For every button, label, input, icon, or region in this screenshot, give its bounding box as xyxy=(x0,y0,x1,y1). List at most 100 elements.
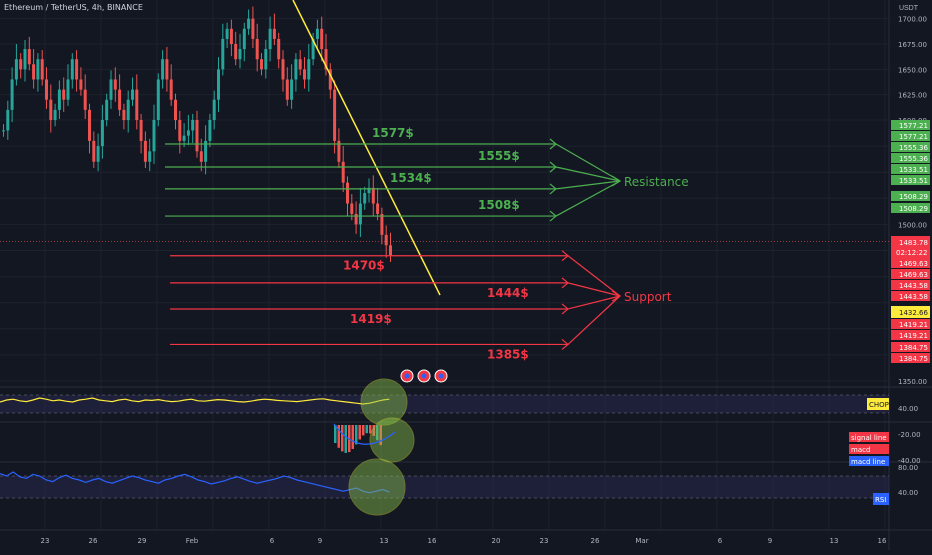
resistance-price-tag xyxy=(891,120,930,130)
support-price-tag xyxy=(891,258,930,268)
rsi-axis-tick: 80.00 xyxy=(898,464,918,472)
candle-body xyxy=(53,109,57,120)
candle-body xyxy=(225,28,229,39)
candle-body xyxy=(40,59,44,80)
candle-body xyxy=(324,49,328,70)
candle-body xyxy=(45,79,48,100)
candle-body xyxy=(23,49,27,70)
price-axis-tick: 1625.00 xyxy=(898,92,927,100)
candle-body xyxy=(389,245,392,256)
chop-highlight-circle xyxy=(360,378,408,426)
resistance-price-tag-text: 1508.29 xyxy=(899,205,928,213)
chop-axis-tick: 40.00 xyxy=(898,405,918,413)
support-label: Support xyxy=(624,290,672,304)
support-pointer xyxy=(611,290,622,302)
chart-title: Ethereum / TetherUS, 4h, BINANCE xyxy=(4,3,143,12)
support-price-tag xyxy=(891,291,930,301)
candle-body xyxy=(6,109,10,131)
macd-histogram-bar xyxy=(355,425,358,445)
candle-body xyxy=(229,28,233,44)
time-axis-tick: 9 xyxy=(768,537,772,545)
support-price-tag xyxy=(891,353,930,363)
candle-body xyxy=(204,140,208,162)
candle-body xyxy=(143,140,147,162)
candle-body xyxy=(191,120,195,131)
resistance-price-tag xyxy=(891,203,930,213)
event-flag-dot xyxy=(438,373,444,379)
resistance-arrow xyxy=(555,180,621,217)
candle-body xyxy=(148,151,152,162)
candle-body xyxy=(100,120,104,147)
price-axis-tick: 1500.00 xyxy=(898,221,927,229)
candle-body xyxy=(135,89,139,120)
candle-body xyxy=(156,79,160,120)
chop-tag xyxy=(867,398,889,410)
time-axis-tick: 23 xyxy=(41,537,50,545)
candle-body xyxy=(131,89,134,100)
resistance-price-tag xyxy=(891,142,930,152)
countdown-text: 02:12:22 xyxy=(896,249,927,257)
support-price-label: 1419$ xyxy=(350,312,392,326)
candle-body xyxy=(298,59,302,70)
rsi-tag xyxy=(873,493,889,505)
candle-body xyxy=(199,151,203,162)
rsi-tag-text: RSI xyxy=(875,496,886,504)
highlight-price-text: 1432.66 xyxy=(899,309,928,317)
time-axis-tick: 6 xyxy=(718,537,723,545)
support-arrow xyxy=(567,255,621,297)
macd-line xyxy=(333,423,396,445)
macd-histogram-bar xyxy=(379,425,382,446)
support-price-tag-text: 1384.75 xyxy=(899,344,928,352)
candle-body xyxy=(277,38,281,60)
time-axis-tick: 26 xyxy=(591,537,600,545)
candle-body xyxy=(320,28,324,50)
time-axis-tick: 23 xyxy=(540,537,549,545)
candle-body xyxy=(152,120,156,152)
candle-body xyxy=(36,59,40,80)
resistance-arrow xyxy=(555,166,621,182)
candle-body xyxy=(10,79,14,110)
current-price-text: 1483.78 xyxy=(899,239,928,247)
candle-body xyxy=(79,79,83,90)
candle-body xyxy=(221,38,225,70)
candle-body xyxy=(260,59,263,70)
candle-body xyxy=(126,99,130,120)
support-arrow xyxy=(567,295,621,310)
candle-body xyxy=(118,89,122,110)
event-flag-dot xyxy=(421,373,427,379)
candle-body xyxy=(311,38,315,60)
candle-body xyxy=(2,130,5,132)
candle-body xyxy=(337,140,341,162)
candle-body xyxy=(14,59,18,80)
support-price-label: 1444$ xyxy=(487,286,529,300)
candle-body xyxy=(27,49,31,65)
candle-body xyxy=(285,79,289,100)
candle-body xyxy=(234,44,238,60)
resistance-arrow xyxy=(555,180,621,190)
candle-body xyxy=(303,69,306,80)
candle-body xyxy=(242,28,246,50)
candle-body xyxy=(350,203,354,214)
candle-body xyxy=(281,59,285,80)
price-axis-tick: 1700.00 xyxy=(898,16,927,24)
candle-body xyxy=(109,79,113,100)
candle-body xyxy=(113,79,117,90)
candle-body xyxy=(208,120,212,141)
candle-body xyxy=(88,109,91,141)
macd-histogram-bar xyxy=(358,425,361,440)
candle-body xyxy=(307,59,311,80)
support-arrow xyxy=(567,295,621,345)
candle-body xyxy=(161,59,165,80)
candle-body xyxy=(333,89,337,141)
time-axis-tick: 9 xyxy=(318,537,322,545)
support-price-tag-text: 1443.58 xyxy=(899,282,928,290)
candle-body xyxy=(367,187,371,194)
macd-histogram-bar xyxy=(362,425,365,436)
resistance-price-tag-text: 1555.36 xyxy=(899,144,928,152)
candle-body xyxy=(66,79,70,100)
time-axis-tick: 13 xyxy=(380,537,389,545)
resistance-price-tag-text: 1577.21 xyxy=(899,133,928,141)
macd-histogram-bar xyxy=(337,425,340,448)
